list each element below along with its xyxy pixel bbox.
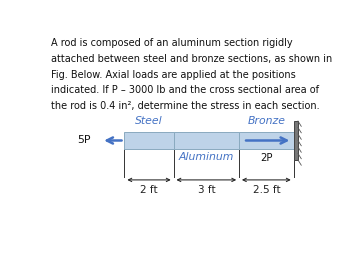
Text: indicated. If P – 3000 lb and the cross sectional area of: indicated. If P – 3000 lb and the cross … (51, 85, 319, 95)
Text: 2P: 2P (260, 153, 272, 163)
Text: 3 ft: 3 ft (197, 185, 215, 195)
Text: Aluminum: Aluminum (178, 152, 234, 162)
Text: the rod is 0.4 in², determine the stress in each section.: the rod is 0.4 in², determine the stress… (51, 101, 320, 111)
Text: A rod is composed of an aluminum section rigidly: A rod is composed of an aluminum section… (51, 38, 293, 48)
Polygon shape (239, 132, 294, 149)
Polygon shape (174, 132, 239, 149)
Text: Steel: Steel (135, 116, 163, 126)
Text: 5P: 5P (77, 135, 90, 146)
Text: attached between steel and bronze sections, as shown in: attached between steel and bronze sectio… (51, 54, 332, 64)
Polygon shape (294, 121, 298, 160)
Text: 2.5 ft: 2.5 ft (252, 185, 280, 195)
Text: Bronze: Bronze (247, 116, 285, 126)
Text: Fig. Below. Axial loads are applied at the positions: Fig. Below. Axial loads are applied at t… (51, 70, 296, 79)
Polygon shape (125, 132, 174, 149)
Text: 2 ft: 2 ft (140, 185, 158, 195)
